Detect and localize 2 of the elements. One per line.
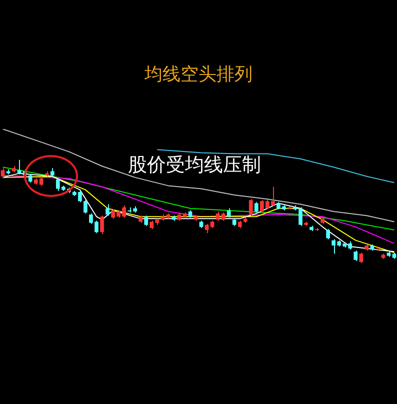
chart-title: 均线空头排列 [144, 63, 254, 86]
annotation: 股价受均线压制 [128, 153, 261, 178]
